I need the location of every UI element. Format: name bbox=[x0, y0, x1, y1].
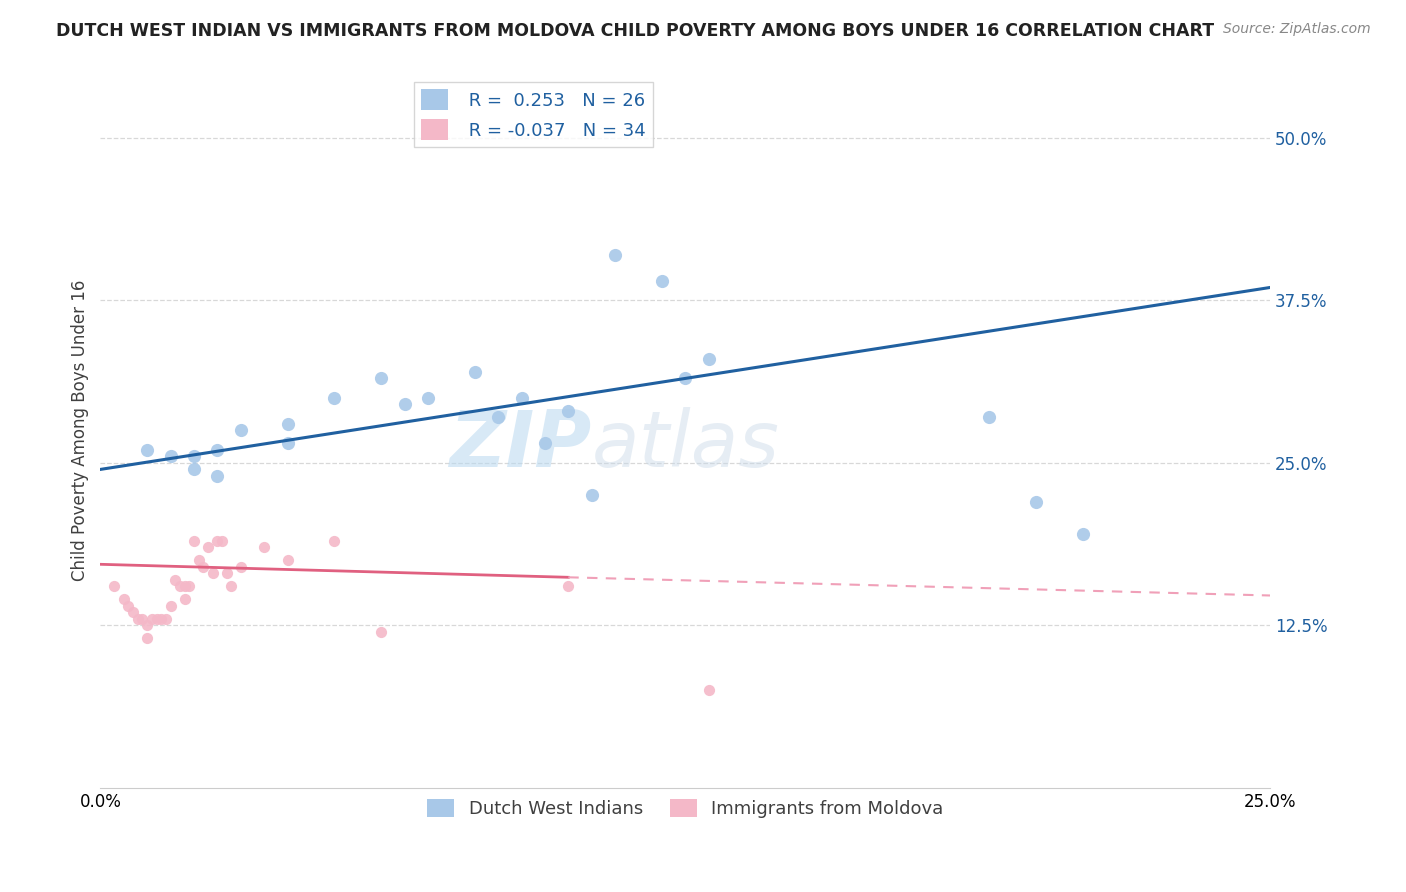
Point bbox=[1025, 495, 1047, 509]
Point bbox=[169, 579, 191, 593]
Point bbox=[127, 612, 149, 626]
Point bbox=[673, 371, 696, 385]
Point bbox=[416, 391, 439, 405]
Point bbox=[136, 618, 159, 632]
Point bbox=[197, 541, 219, 555]
Point bbox=[193, 560, 215, 574]
Point bbox=[122, 606, 145, 620]
Point bbox=[136, 442, 159, 457]
Point bbox=[370, 624, 392, 639]
Point bbox=[557, 404, 579, 418]
Point bbox=[253, 541, 276, 555]
Point bbox=[229, 424, 252, 438]
Point bbox=[179, 579, 201, 593]
Point bbox=[211, 533, 233, 548]
Point bbox=[510, 391, 533, 405]
Point bbox=[323, 391, 346, 405]
Point bbox=[183, 450, 205, 464]
Point bbox=[651, 274, 673, 288]
Text: DUTCH WEST INDIAN VS IMMIGRANTS FROM MOLDOVA CHILD POVERTY AMONG BOYS UNDER 16 C: DUTCH WEST INDIAN VS IMMIGRANTS FROM MOL… bbox=[56, 22, 1215, 40]
Point bbox=[277, 553, 299, 567]
Point bbox=[159, 599, 181, 613]
Point bbox=[155, 612, 177, 626]
Point bbox=[131, 612, 153, 626]
Point bbox=[141, 612, 163, 626]
Point bbox=[464, 365, 486, 379]
Point bbox=[187, 553, 209, 567]
Point bbox=[207, 533, 229, 548]
Legend: Dutch West Indians, Immigrants from Moldova: Dutch West Indians, Immigrants from Mold… bbox=[420, 791, 950, 825]
Point bbox=[165, 573, 187, 587]
Point bbox=[207, 442, 229, 457]
Point bbox=[277, 436, 299, 450]
Point bbox=[697, 351, 720, 366]
Point bbox=[207, 469, 229, 483]
Point bbox=[183, 533, 205, 548]
Point bbox=[145, 612, 167, 626]
Point bbox=[323, 533, 346, 548]
Point bbox=[150, 612, 173, 626]
Point bbox=[117, 599, 139, 613]
Point bbox=[159, 450, 181, 464]
Text: atlas: atlas bbox=[592, 407, 779, 483]
Point bbox=[229, 560, 252, 574]
Point bbox=[201, 566, 224, 581]
Point bbox=[979, 410, 1001, 425]
Text: Source: ZipAtlas.com: Source: ZipAtlas.com bbox=[1223, 22, 1371, 37]
Point bbox=[697, 683, 720, 698]
Point bbox=[486, 410, 509, 425]
Y-axis label: Child Poverty Among Boys Under 16: Child Poverty Among Boys Under 16 bbox=[72, 280, 89, 581]
Point bbox=[557, 579, 579, 593]
Point bbox=[370, 371, 392, 385]
Point bbox=[112, 592, 135, 607]
Point bbox=[183, 462, 205, 476]
Point bbox=[221, 579, 243, 593]
Text: ZIP: ZIP bbox=[450, 407, 592, 483]
Point bbox=[534, 436, 557, 450]
Point bbox=[173, 579, 195, 593]
Point bbox=[136, 632, 159, 646]
Point bbox=[277, 417, 299, 431]
Point bbox=[215, 566, 238, 581]
Point bbox=[581, 488, 603, 502]
Point bbox=[103, 579, 125, 593]
Point bbox=[173, 592, 195, 607]
Point bbox=[1071, 527, 1094, 541]
Point bbox=[603, 248, 626, 262]
Point bbox=[394, 397, 416, 411]
